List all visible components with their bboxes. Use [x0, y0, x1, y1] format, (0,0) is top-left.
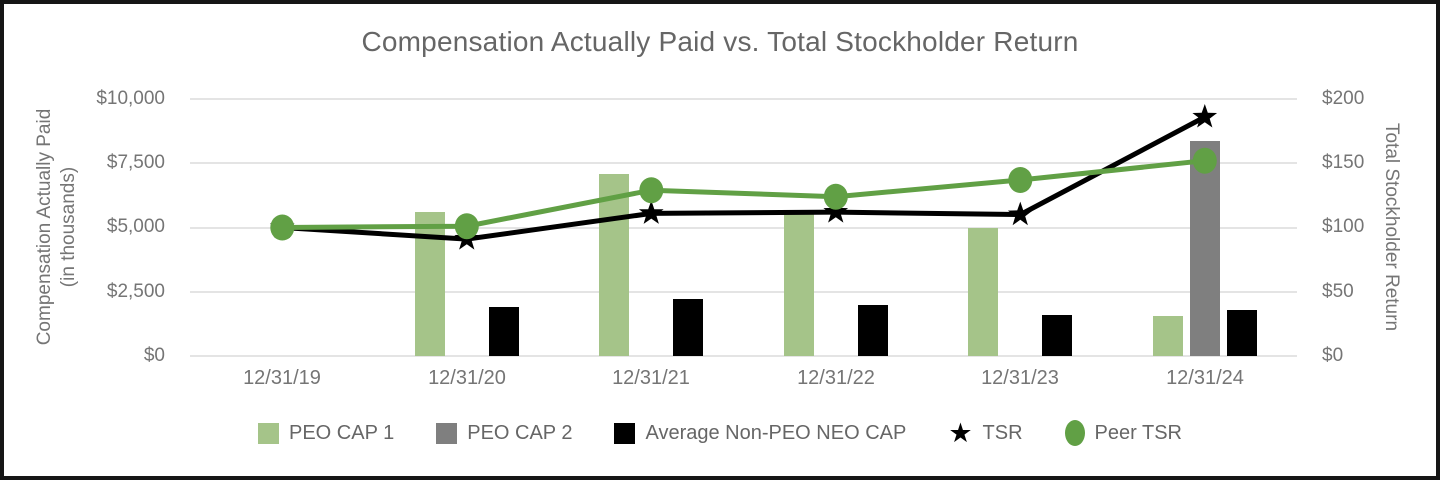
- legend-item-peo-cap-1: PEO CAP 1: [258, 422, 394, 445]
- bar-average-non-peo-neo-cap: [1226, 309, 1257, 356]
- bar-peo-cap-1: [783, 212, 814, 356]
- left-tick-2500: $2,500: [106, 281, 165, 302]
- legend-label-peo-cap-1: PEO CAP 1: [289, 421, 395, 444]
- gridline: [190, 98, 1297, 100]
- marker-tsr: [1192, 104, 1218, 128]
- left-tick-7500: $7,500: [106, 152, 165, 173]
- line-peer-tsr: [282, 158, 1206, 230]
- legend-swatch-peo-cap-2: [436, 422, 458, 444]
- marker-tsr: [1007, 201, 1033, 226]
- bar-average-non-peo-neo-cap: [673, 299, 704, 356]
- left-tick-10000: $10,000: [96, 88, 165, 109]
- x-tick-2023: 12/31/23: [981, 367, 1059, 389]
- gridline: [190, 290, 1297, 293]
- plot-area: [190, 98, 1297, 357]
- left-tick-0: $0: [143, 345, 165, 366]
- bar-average-non-peo-neo-cap: [488, 307, 519, 356]
- marker-peer-tsr: [1192, 147, 1217, 174]
- x-tick-2019: 12/31/19: [243, 367, 321, 389]
- legend: PEO CAP 1 PEO CAP 2 Average Non-PEO NEO …: [0, 413, 1440, 453]
- bar-peo-cap-1: [599, 173, 630, 356]
- right-tick-100: $100: [1322, 216, 1365, 237]
- left-tick-5000: $5,000: [106, 216, 165, 237]
- legend-marker-peer-tsr: [1064, 420, 1085, 446]
- legend-item-peer-tsr: Peer TSR: [1064, 420, 1182, 446]
- gridline: [190, 355, 1297, 357]
- right-tick-0: $0: [1322, 345, 1344, 366]
- gridline: [190, 162, 1297, 165]
- marker-peer-tsr: [270, 214, 295, 241]
- bar-peo-cap-2: [1189, 141, 1220, 356]
- marker-peer-tsr: [639, 177, 664, 204]
- legend-item-tsr: ★ TSR: [948, 418, 1023, 448]
- bar-average-non-peo-neo-cap: [857, 304, 888, 356]
- marker-peer-tsr: [1008, 167, 1033, 193]
- marker-tsr: [823, 199, 849, 223]
- marker-peer-tsr: [454, 213, 479, 240]
- bar-average-non-peo-neo-cap: [1042, 314, 1073, 356]
- marker-tsr: [638, 200, 664, 224]
- legend-swatch-avg-non-peo-neo-cap: [614, 422, 636, 444]
- line-tsr: [282, 114, 1206, 242]
- x-tick-2024: 12/31/24: [1166, 367, 1244, 389]
- chart-title: Compensation Actually Paid vs. Total Sto…: [361, 26, 1079, 57]
- line-overlay: [269, 104, 1218, 250]
- legend-label-tsr: TSR: [982, 421, 1023, 444]
- bar-peo-cap-1: [968, 227, 999, 356]
- legend-label-avg-non-peo-neo-cap: Average Non-PEO NEO CAP: [645, 421, 907, 444]
- x-tick-2021: 12/31/21: [612, 367, 690, 389]
- right-tick-50: $50: [1322, 281, 1354, 302]
- legend-item-peo-cap-2: PEO CAP 2: [436, 422, 572, 445]
- legend-item-avg-non-peo-neo-cap: Average Non-PEO NEO CAP: [614, 422, 906, 445]
- legend-label-peer-tsr: Peer TSR: [1094, 421, 1182, 444]
- right-tick-150: $150: [1322, 152, 1365, 173]
- legend-label-peo-cap-2: PEO CAP 2: [467, 421, 573, 444]
- x-tick-2022: 12/31/22: [797, 367, 875, 389]
- x-tick-2020: 12/31/20: [428, 367, 506, 389]
- right-tick-200: $200: [1322, 88, 1365, 109]
- bar-peo-cap-1: [1152, 316, 1183, 356]
- marker-peer-tsr: [823, 183, 848, 210]
- gridline: [190, 226, 1297, 229]
- star-icon: ★: [948, 418, 973, 448]
- legend-swatch-peo-cap-1: [258, 422, 279, 444]
